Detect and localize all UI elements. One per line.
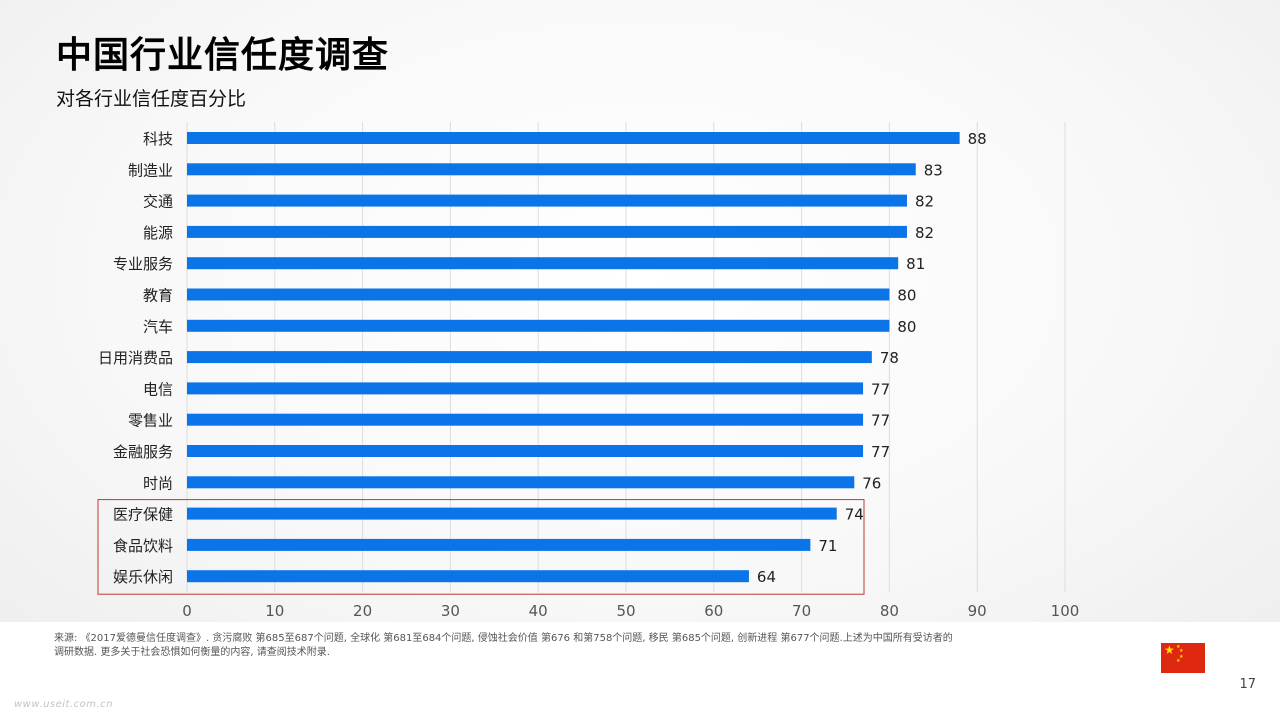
value-label: 77: [871, 443, 890, 461]
highlight-box: [97, 499, 865, 595]
value-label: 80: [897, 318, 916, 336]
x-tick-label: 90: [968, 602, 987, 620]
bar: [187, 132, 960, 144]
footer-band: [0, 622, 1280, 720]
value-label: 77: [871, 380, 890, 398]
category-label: 专业服务: [113, 255, 173, 273]
value-label: 80: [897, 287, 916, 305]
category-label: 教育: [143, 287, 173, 305]
bar: [187, 288, 890, 301]
bar: [187, 413, 864, 426]
value-label: 82: [915, 193, 934, 211]
value-label: 78: [880, 349, 899, 367]
bar: [187, 538, 811, 551]
value-label: 64: [757, 568, 776, 586]
source-footnote: 来源: 《2017爱德曼信任度调查》. 贪污腐败 第685至687个问题, 全球…: [54, 633, 953, 658]
value-label: 71: [818, 537, 837, 555]
bar: [187, 570, 749, 583]
category-label: 金融服务: [113, 443, 173, 461]
category-label: 能源: [143, 224, 173, 242]
bar: [187, 225, 907, 238]
category-label: 汽车: [143, 318, 173, 336]
page-title: 中国行业信任度调查: [56, 35, 390, 76]
bar: [187, 351, 872, 364]
category-label: 科技: [143, 130, 173, 148]
watermark: www.useit.com.cn: [14, 699, 114, 710]
bar: [187, 445, 864, 457]
x-tick-label: 60: [704, 602, 723, 620]
x-tick-label: 50: [616, 602, 635, 620]
x-tick-label: 20: [353, 602, 372, 620]
value-label: 81: [906, 255, 925, 273]
category-label: 食品饮料: [113, 537, 173, 555]
bar: [187, 507, 837, 520]
x-tick-label: 10: [265, 602, 284, 620]
x-tick-label: 80: [880, 602, 899, 620]
bar: [187, 194, 907, 207]
category-label: 交通: [143, 193, 173, 211]
bar: [187, 476, 855, 489]
bar: [187, 319, 890, 332]
value-label: 82: [915, 224, 934, 242]
category-label: 娱乐休闲: [113, 568, 173, 586]
x-tick-label: 70: [792, 602, 811, 620]
trust-bar-chart: 科技 88 制造业 83 交通 82 能源 82 专业服务 81 教育 80 汽车 80 日用消费品 78 电信…: [97, 122, 1080, 620]
x-tick-label: 40: [529, 602, 548, 620]
value-label: 74: [845, 506, 864, 524]
x-tick-label: 0: [182, 602, 192, 620]
category-label: 时尚: [143, 474, 173, 492]
x-tick-label: 30: [441, 602, 460, 620]
category-label: 制造业: [128, 161, 173, 179]
bar: [187, 382, 864, 395]
category-label: 电信: [143, 380, 173, 398]
value-label: 77: [871, 412, 890, 430]
value-label: 76: [862, 474, 881, 492]
page-subtitle: 对各行业信任度百分比: [56, 88, 247, 110]
value-label: 88: [968, 130, 987, 148]
china-flag-icon: ★ ★ ★ ★ ★: [1161, 643, 1205, 673]
category-label: 医疗保健: [113, 506, 173, 524]
value-label: 83: [924, 161, 943, 179]
category-label: 日用消费品: [98, 349, 173, 367]
page-number: 17: [1239, 677, 1256, 692]
x-tick-label: 100: [1051, 602, 1080, 620]
bar: [187, 257, 899, 270]
category-label: 零售业: [128, 412, 173, 430]
bar: [187, 163, 916, 176]
